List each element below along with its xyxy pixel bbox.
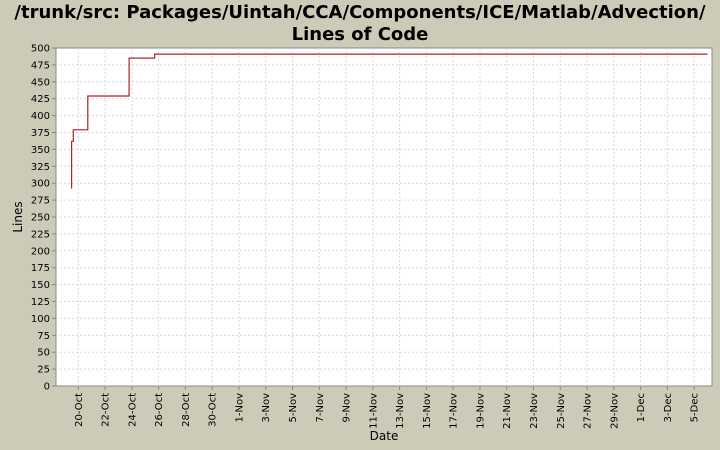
y-tick-label: 325: [31, 162, 50, 173]
y-tick-label: 500: [31, 44, 50, 55]
y-tick-label: 250: [31, 213, 50, 224]
x-tick-label: 5-Nov: [288, 393, 299, 423]
y-axis: 0 25 50 75 100 125 150 175 200 225 250 275 300 325 350…: [31, 44, 56, 393]
y-tick-label: 450: [31, 77, 50, 88]
x-tick-label: 30-Oct: [208, 393, 219, 427]
x-tick-label: 23-Nov: [529, 393, 540, 429]
y-axis-label: Lines: [11, 201, 25, 232]
x-tick-label: 15-Nov: [422, 393, 433, 429]
y-tick-label: 425: [31, 94, 50, 105]
y-tick-label: 225: [31, 229, 50, 240]
y-tick-label: 50: [37, 348, 50, 359]
x-axis-label: Date: [370, 429, 399, 443]
y-tick-label: 475: [31, 60, 50, 71]
x-tick-label: 21-Nov: [502, 393, 513, 429]
y-tick-label: 0: [44, 382, 50, 393]
x-tick-label: 20-Oct: [74, 393, 85, 427]
x-tick-label: 7-Nov: [315, 393, 326, 423]
y-tick-label: 150: [31, 280, 50, 291]
y-tick-label: 25: [37, 365, 50, 376]
x-axis: 20-Oct 22-Oct 24-Oct 26-Oct 28-Oct 30-Oct 1-No…: [74, 386, 701, 429]
x-tick-label: 17-Nov: [449, 393, 460, 429]
x-tick-label: 24-Oct: [127, 393, 138, 427]
x-tick-label: 1-Nov: [234, 393, 245, 423]
y-tick-label: 200: [31, 246, 50, 257]
y-tick-label: 175: [31, 263, 50, 274]
x-tick-label: 29-Nov: [609, 393, 620, 429]
x-tick-label: 5-Dec: [690, 393, 701, 422]
x-tick-label: 28-Oct: [181, 393, 192, 427]
x-tick-label: 9-Nov: [342, 393, 353, 423]
y-tick-label: 275: [31, 196, 50, 207]
grid-lines: [56, 48, 712, 386]
series-group: [70, 53, 708, 189]
x-tick-label: 3-Dec: [663, 393, 674, 422]
x-tick-label: 26-Oct: [154, 393, 165, 427]
x-tick-label: 22-Oct: [101, 393, 112, 427]
y-tick-label: 350: [31, 145, 50, 156]
x-tick-label: 1-Dec: [636, 393, 647, 422]
y-tick-label: 400: [31, 111, 50, 122]
chart-title-line-2: Lines of Code: [291, 24, 429, 45]
series-line: [70, 53, 708, 189]
y-tick-label: 300: [31, 179, 50, 190]
chart-title-line-1: /trunk/src: Packages/Uintah/CCA/Componen…: [14, 2, 706, 23]
y-tick-label: 100: [31, 314, 50, 325]
y-tick-label: 375: [31, 128, 50, 139]
x-tick-label: 3-Nov: [261, 393, 272, 423]
x-tick-label: 11-Nov: [368, 393, 379, 429]
x-tick-label: 19-Nov: [475, 393, 486, 429]
y-tick-label: 125: [31, 297, 50, 308]
x-tick-label: 27-Nov: [583, 393, 594, 429]
chart-title: /trunk/src: Packages/Uintah/CCA/Componen…: [0, 2, 720, 46]
x-tick-label: 25-Nov: [556, 393, 567, 429]
x-tick-label: 13-Nov: [395, 393, 406, 429]
y-tick-label: 75: [37, 331, 50, 342]
